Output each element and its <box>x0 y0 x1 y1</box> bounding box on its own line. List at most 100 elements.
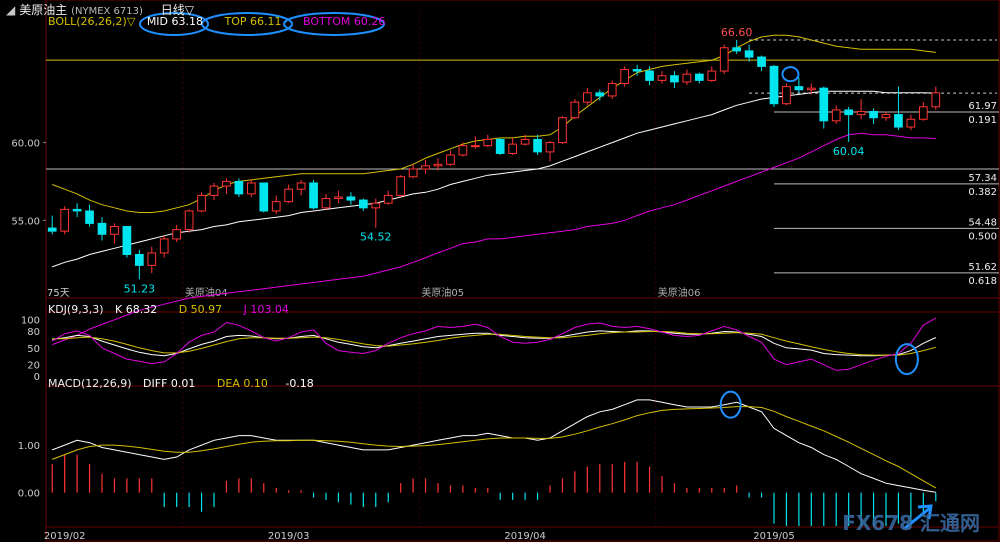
kdj-legend: KDJ(9,3,3) K 68.32 D 50.97 J 103.04 <box>48 303 289 316</box>
kdj-tick-label: 20 <box>27 361 40 372</box>
candle-body <box>757 56 766 67</box>
candle-body <box>582 92 592 103</box>
boll-upper-line <box>52 34 936 213</box>
fibonacci-ratio-label: 0.500 <box>968 231 997 242</box>
candle-body <box>246 182 256 195</box>
candle-body <box>458 145 468 156</box>
kdj-tick-label: 100 <box>21 316 40 327</box>
candle-body <box>732 47 742 52</box>
candle-body <box>918 106 928 120</box>
candle-body <box>197 194 206 212</box>
candle-body <box>682 73 692 83</box>
highlight-circle-mid <box>139 12 209 36</box>
macd-tick-label: 0.00 <box>18 489 40 500</box>
candle-body <box>707 70 717 81</box>
candle-body <box>620 69 630 85</box>
boll-top-value: TOP 66.11 <box>224 15 282 28</box>
candle-body <box>632 69 642 72</box>
candle-body <box>533 138 542 153</box>
candle-body <box>172 229 182 240</box>
candle-body <box>769 65 779 105</box>
fibonacci-price-label: 61.97 <box>968 101 997 112</box>
boll-legend: BOLL(26,26,2)▽ MID 63.18 TOP 66.11 BOTTO… <box>48 15 385 28</box>
candle-body <box>309 182 318 209</box>
watermark-logo: FX678 汇通网 <box>842 511 980 535</box>
boll-lower-line <box>52 132 936 346</box>
macd-legend: MACD(12,26,9) DIFF 0.01 DEA 0.10 -0.18 <box>48 377 314 390</box>
boll-mid-line <box>52 90 936 268</box>
chevron-down-icon: ▽ <box>184 3 194 17</box>
candle-body <box>259 182 269 212</box>
contract-label: 美原油04 <box>185 286 228 299</box>
macd-dea-line <box>52 406 937 489</box>
highlight-circle-candle <box>781 66 800 83</box>
highlight-circle-top <box>201 12 293 36</box>
candle-body <box>856 110 866 116</box>
macd-dea-value: DEA 0.10 <box>216 377 268 390</box>
highlight-circle-kdj <box>894 343 919 376</box>
kdj-k-value: K 68.32 <box>115 303 158 316</box>
fibonacci-ratio-label: 0.382 <box>968 187 997 198</box>
fibonacci-ratio-label: 0.618 <box>968 276 997 287</box>
candle-body <box>122 226 132 255</box>
x-axis-label: 2019/05 <box>753 531 795 542</box>
period-selector[interactable]: 日线▽ <box>160 3 194 17</box>
candle-body <box>844 109 854 116</box>
x-axis-label: 2019/03 <box>268 531 310 542</box>
contract-label: 美原油05 <box>421 286 464 299</box>
candle-body <box>321 198 331 209</box>
candle-body <box>371 202 381 209</box>
candle-body <box>595 92 605 97</box>
candle-body <box>334 196 343 200</box>
candle-body <box>134 253 144 266</box>
candle-body <box>222 180 231 187</box>
x-axis-label: 2019/04 <box>504 531 546 542</box>
instrument-name: 美原油主 <box>19 3 68 17</box>
x-axis-label: 2019/02 <box>44 531 86 542</box>
candle-body <box>819 87 829 122</box>
kdj-j-value: J 103.04 <box>243 303 289 316</box>
candle-body <box>60 208 70 232</box>
boll-mid-value: MID 63.18 <box>146 15 204 28</box>
candle-body <box>110 226 119 235</box>
chevron-down-icon: ▽ <box>126 15 136 28</box>
kdj-tick-label: 0 <box>34 372 40 383</box>
macd-diff-value: DIFF 0.01 <box>143 377 196 390</box>
highlight-circle-bottom <box>283 12 385 36</box>
candle-body <box>470 145 480 148</box>
price-annotation: 66.60 <box>721 26 753 39</box>
candle-body <box>396 176 406 196</box>
candle-body <box>831 109 841 122</box>
kdj-j-line <box>51 317 937 371</box>
candle-body <box>446 154 455 165</box>
collapse-triangle-icon[interactable]: ◢ <box>6 3 16 17</box>
watermark-arrow-icon <box>904 504 933 530</box>
macd-histogram-value: -0.18 <box>285 377 314 390</box>
fibonacci-price-label: 54.48 <box>968 217 997 228</box>
chart-frame <box>45 0 1000 542</box>
candle-body <box>147 252 157 266</box>
kdj-d-value: D 50.97 <box>178 303 223 316</box>
candle-body <box>931 92 941 108</box>
candle-body <box>719 47 729 72</box>
boll-bottom-value: BOTTOM 60.26 <box>303 15 386 28</box>
candle-body <box>483 138 493 147</box>
macd-label[interactable]: MACD(12,26,9) <box>48 377 132 390</box>
candle-body <box>421 165 430 170</box>
price-annotation: 54.52 <box>360 231 392 244</box>
candle-body <box>508 143 518 154</box>
kdj-tick-label: 80 <box>27 327 40 338</box>
boll-label[interactable]: BOLL(26,26,2) <box>48 15 127 28</box>
candle-body <box>607 83 617 97</box>
candle-body <box>794 86 804 91</box>
kdj-d-line <box>52 331 936 356</box>
candle-body <box>72 208 82 212</box>
candle-body <box>97 222 107 235</box>
candle-body <box>520 138 530 145</box>
candle-body <box>694 73 704 81</box>
kdj-tick-label: 50 <box>27 344 40 355</box>
y-tick-label: 60.00 <box>11 139 40 150</box>
fibonacci-price-label: 57.34 <box>968 173 997 184</box>
kdj-label[interactable]: KDJ(9,3,3) <box>48 303 104 316</box>
